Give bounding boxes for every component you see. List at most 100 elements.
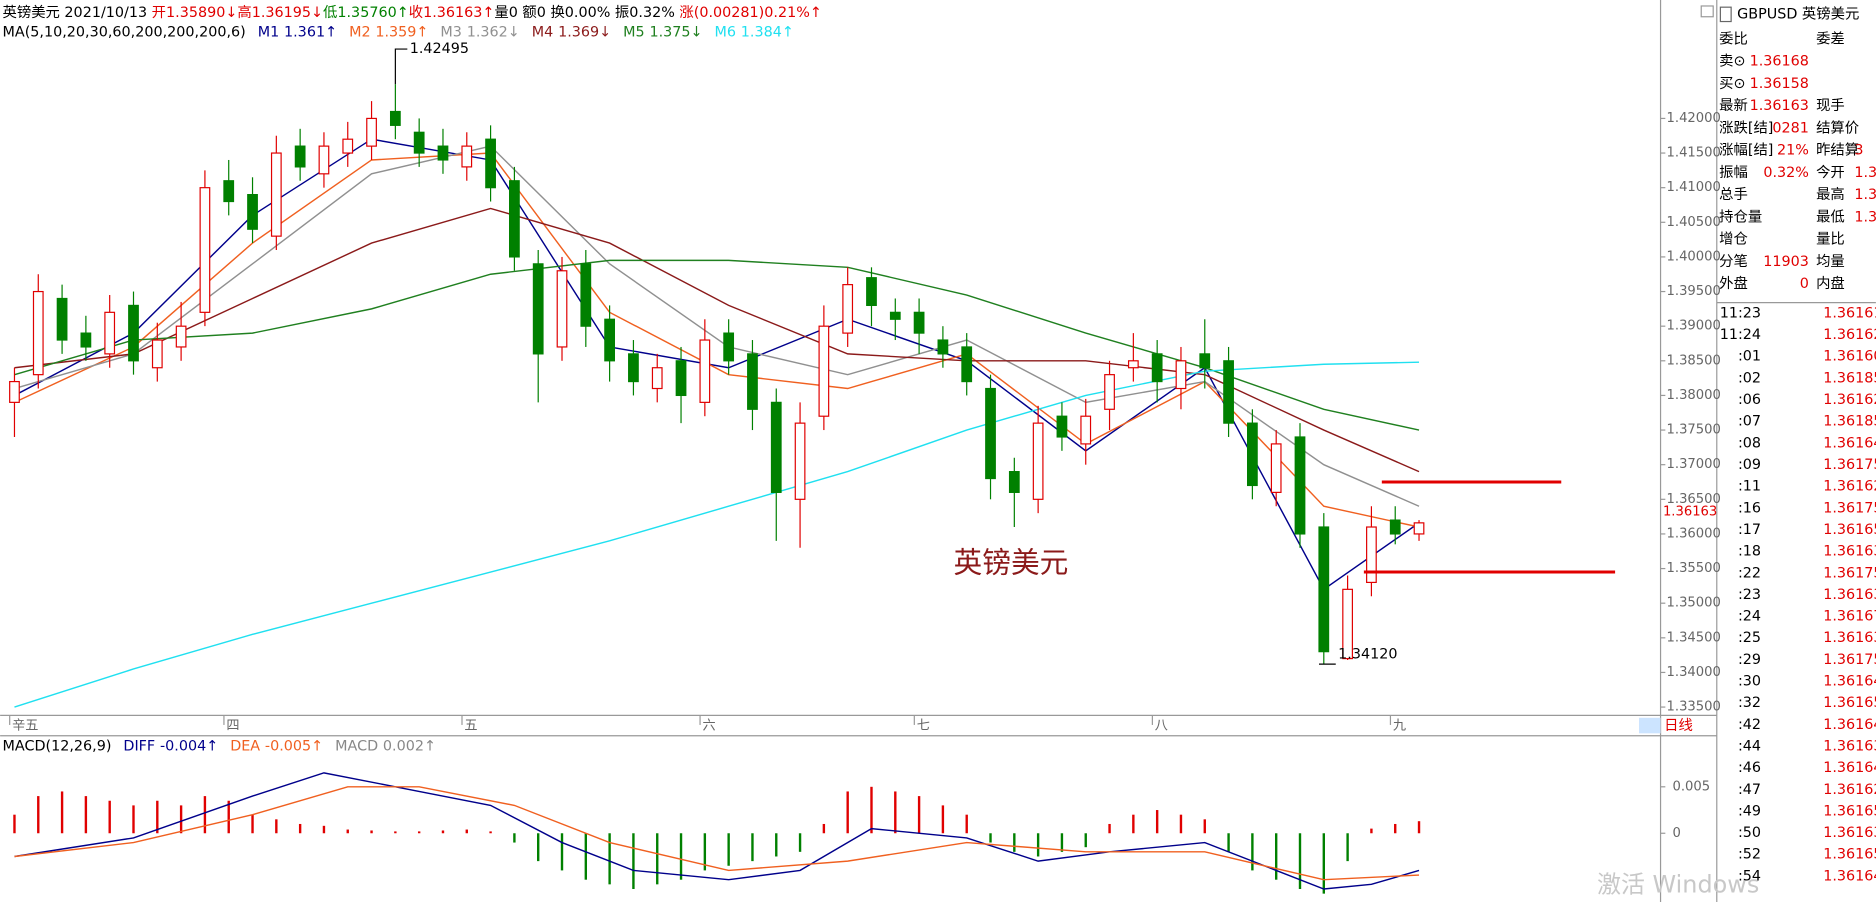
x-tick-label: 辛五 [12,718,38,734]
y-tick-label: 1.38000 [1667,388,1721,403]
quote-label: 最高 [1816,186,1845,203]
y-tick-label: 1.37000 [1667,457,1721,472]
tick-price: 1.36164 [1823,760,1876,776]
candle-body [1127,360,1139,369]
tick-time: :22 [1738,565,1761,581]
tick-price: 1.36164 [1823,674,1876,690]
legend-value: 1.362↓ [467,24,520,40]
legend-name: DIFF [123,738,155,754]
tick-price: 1.36162 [1823,782,1876,798]
candle-body [1342,588,1353,660]
y-tick-label: 1.40500 [1667,215,1721,230]
legend-name: M2 [349,24,371,40]
tick-price: 1.36167 [1823,609,1876,625]
candle-body [389,110,401,126]
quote-label: 卖⊙ [1719,53,1745,70]
line-series [14,772,1420,890]
tick-price: 1.36163 [1823,630,1876,646]
tick-price: 1.36163 [1823,544,1876,560]
tick-time: :23 [1738,587,1761,603]
candle-body [270,152,282,237]
period-label[interactable]: 日线 [1664,717,1693,734]
watermark: 激活 Windows [1597,870,1759,898]
legend: MA(5,10,20,30,60,200,200,200,6) M1 1.361↑ M… [3,24,794,40]
x-tick-label: 七 [917,718,930,734]
legend-name: MACD [335,738,378,754]
candle-body [1413,522,1425,535]
candle-body [1056,415,1068,438]
tick-time: :08 [1738,435,1761,451]
y-tick-label: 1.35000 [1667,596,1721,611]
candle-body [366,117,377,147]
min-label: 1.34120 [1338,647,1397,663]
tick-time: :16 [1738,500,1761,516]
tick-time: :46 [1738,760,1761,776]
quote-value: 0.32% [1763,165,1809,181]
candle-body [889,311,901,320]
candle-body [723,332,735,362]
quote-value: 1.36163 [1750,98,1809,114]
y-tick-label: 0 [1673,826,1681,841]
candle-body [842,284,854,334]
tick-time: :44 [1738,738,1761,754]
tick-price: 1.36160 [1823,349,1876,365]
candle-body [556,270,568,348]
tick-price: 1.36162 [1823,479,1876,495]
candle-body [294,145,306,168]
legend-title: MACD(12,26,9) [3,738,112,754]
tick-time: :02 [1738,370,1761,386]
y-tick-label: 1.35500 [1667,561,1721,576]
legend-value: 1.369↓ [558,24,611,40]
tick-time: 11:24 [1720,327,1761,343]
tick-price: 1.36163 [1823,587,1876,603]
tick-price: 1.36163 [1823,738,1876,754]
tick-price: 1.36164 [1823,717,1876,733]
quote-value: 1.36158 [1750,76,1809,92]
candle-body [9,380,20,403]
quote-label: 涨跌[结] [1719,119,1773,136]
tick-price: 1.36162 [1823,327,1876,343]
y-tick-label: 1.42000 [1667,111,1721,126]
tick-time: :01 [1738,349,1761,365]
candle-body [151,339,163,369]
tick-time: :42 [1738,717,1761,733]
quote-label: 增仓 [1719,231,1748,248]
quote-value: 1.3 [1854,209,1876,225]
line-series [14,786,1420,881]
legend-name: M1 [258,24,280,40]
tick-price: 1.36185 [1823,414,1876,430]
quote-value: 11903 [1763,254,1809,270]
quote-label: 量比 [1816,231,1845,248]
candle-body [223,180,235,203]
candle-body [1318,526,1330,653]
candle-body [866,277,877,307]
panel-title: GBPUSD 英镑美元 [1737,4,1859,22]
quote-value: 0 [1800,276,1809,292]
tick-time: :29 [1738,652,1761,668]
tick-price: 1.36162 [1823,392,1876,408]
quote-label: 外盘 [1719,274,1748,292]
candle-body [1175,360,1187,390]
quote-label: 委差 [1816,30,1845,47]
candle-body [175,325,187,348]
candle-body [913,311,925,334]
period-box[interactable] [1639,717,1661,734]
x-tick-label: 六 [702,718,715,734]
candle-body [937,339,949,355]
candle-body [961,346,973,383]
legend-name: M5 [623,24,645,40]
x-tick-label: 五 [464,719,477,734]
candle-body [1151,353,1163,383]
quote-label: 分笔 [1719,253,1748,270]
candle-body [461,145,473,168]
chart-annotation: 英镑美元 [954,546,1069,580]
tick-price: 1.36175 [1823,457,1876,473]
candle-body [1389,519,1401,535]
quote-label: 最新 [1719,97,1748,114]
candle-body [985,387,996,480]
window-button[interactable] [1700,5,1714,18]
quote-label: 均量 [1816,253,1845,270]
y-tick-label: 1.37500 [1667,423,1721,438]
y-tick-label: 1.34500 [1667,630,1721,645]
